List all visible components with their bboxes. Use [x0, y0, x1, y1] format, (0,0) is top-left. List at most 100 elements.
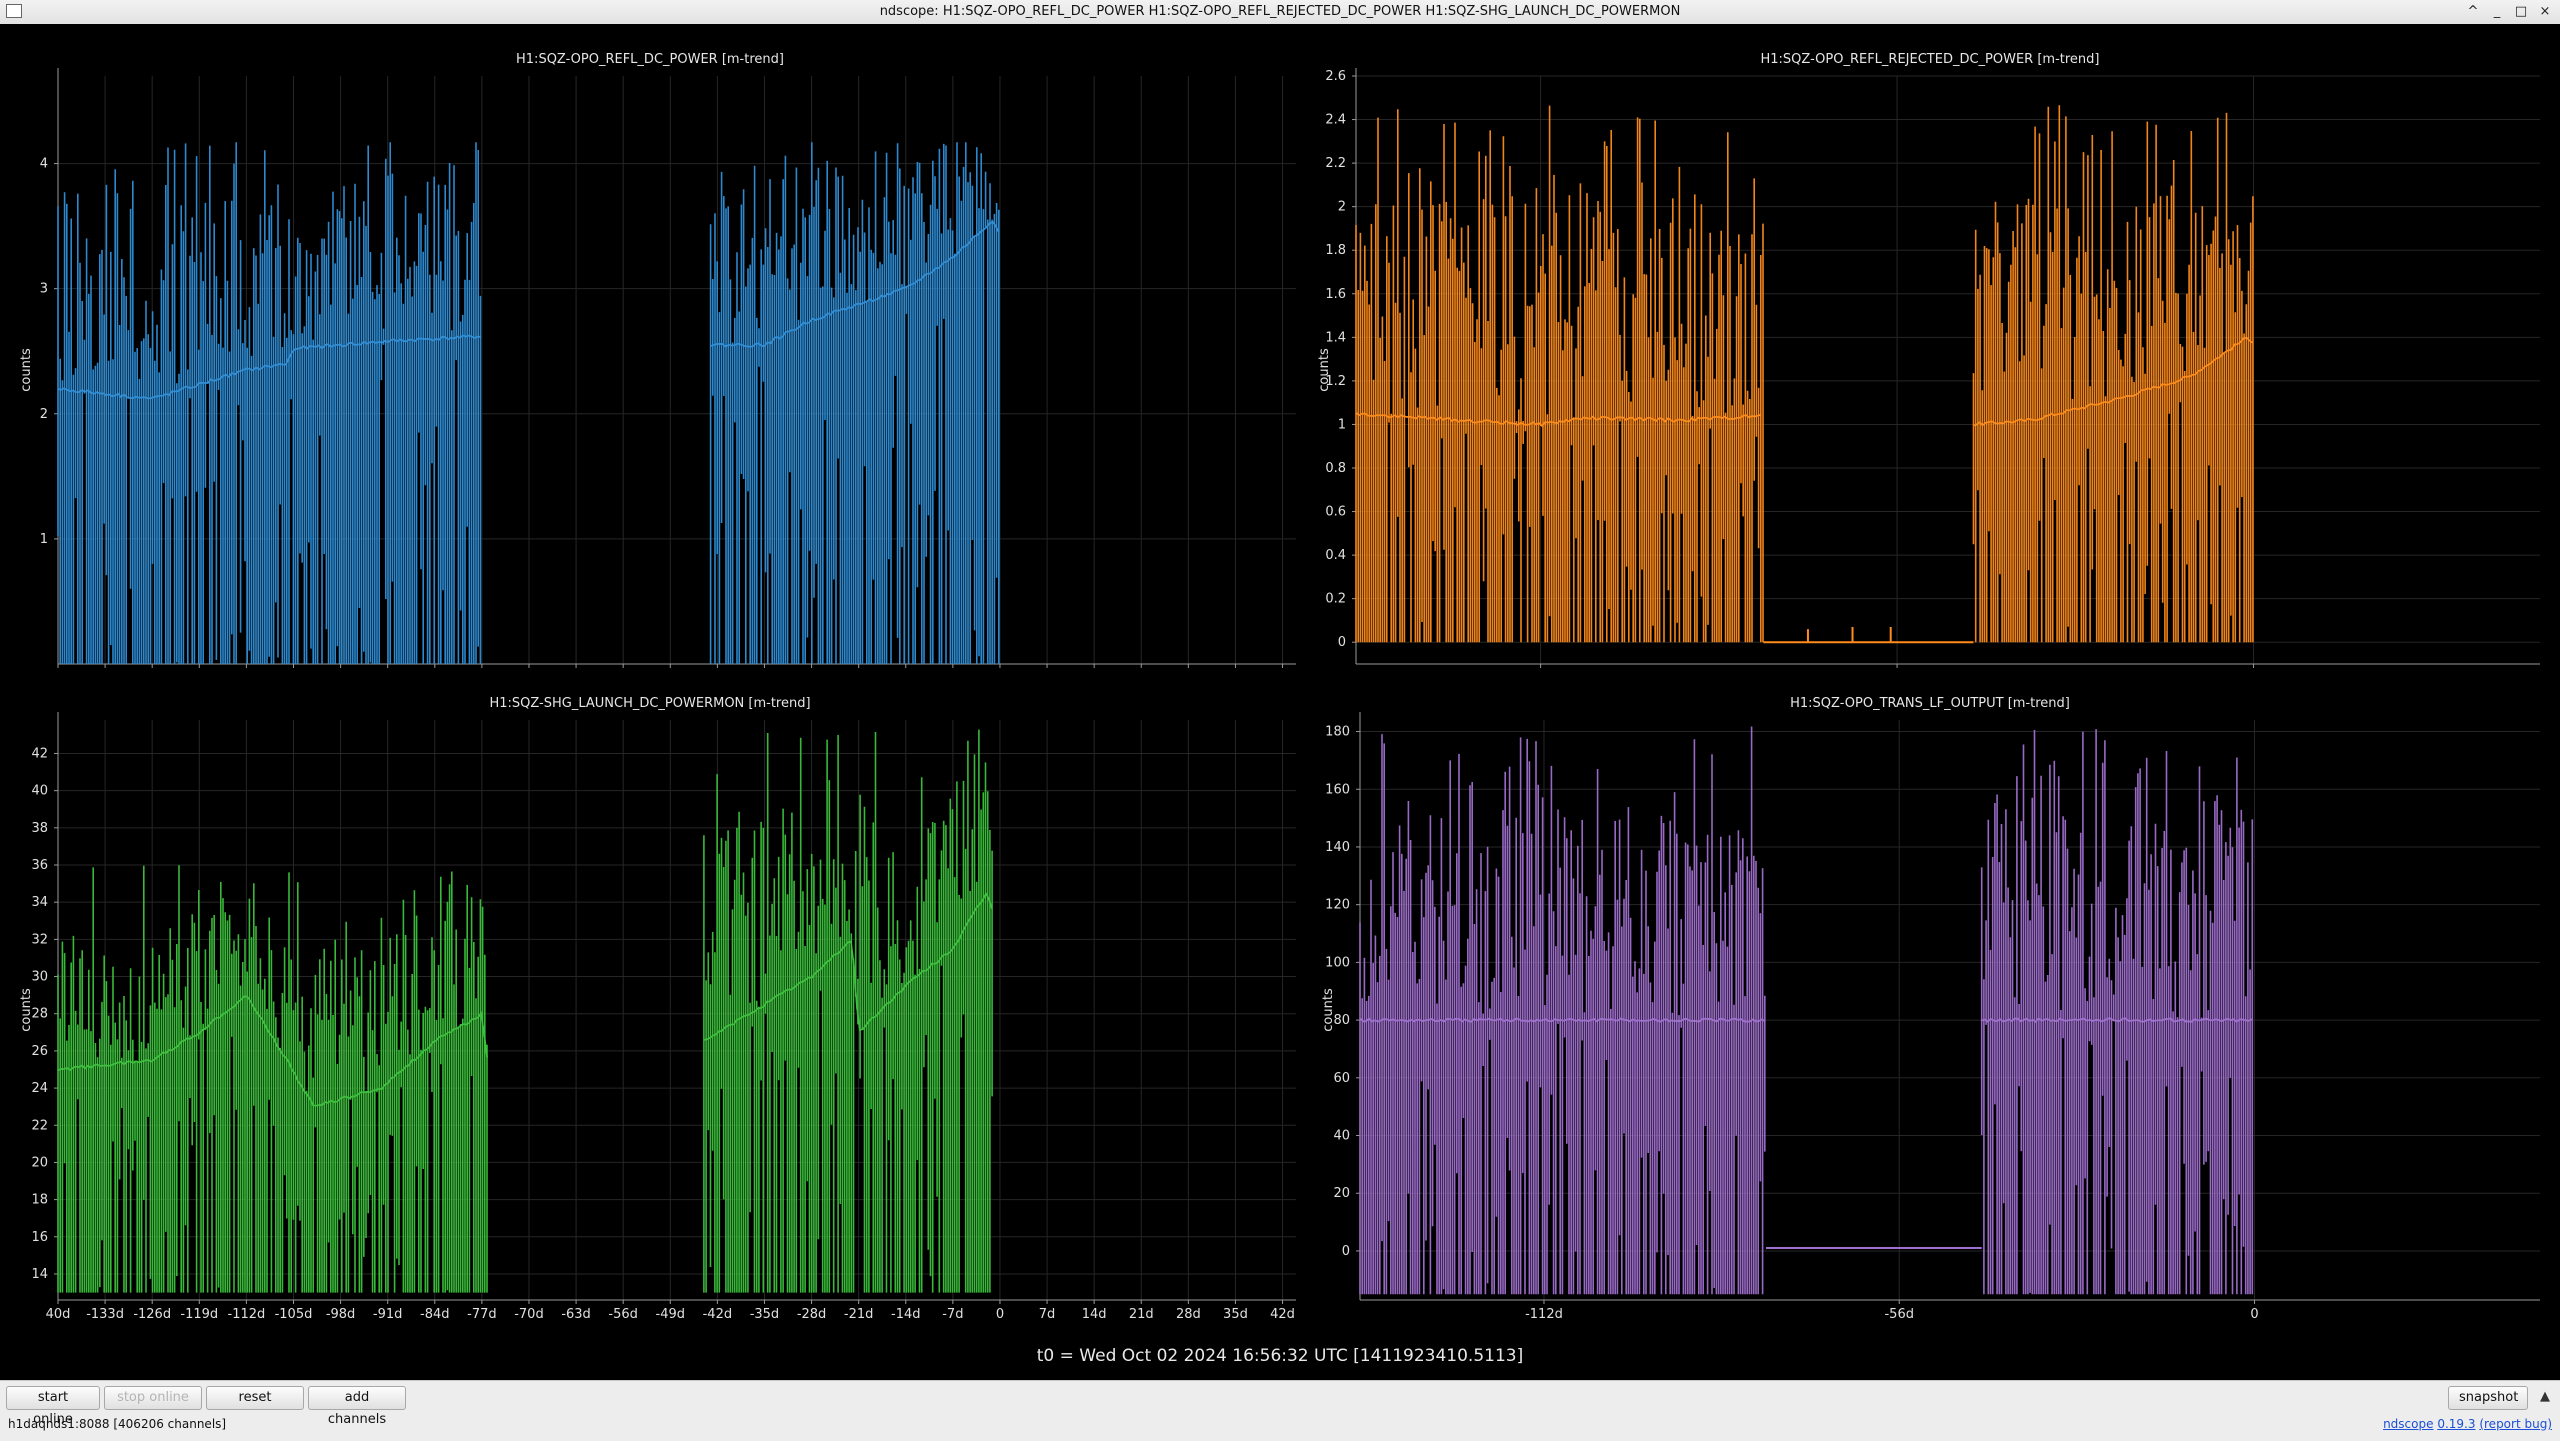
series-segment	[703, 729, 993, 1293]
plot-canvas: 0 20 40 60 80 100 120 140 160 180 -112d -56d 0 counts	[1321, 712, 2540, 1322]
series-segment	[1980, 729, 2254, 1295]
app-name-link[interactable]: ndscope	[2383, 1417, 2434, 1431]
series-segment	[57, 865, 488, 1293]
server-status: h1daqnds1:8088 [406206 channels]	[8, 1417, 226, 1431]
report-bug-link[interactable]: (report bug)	[2479, 1417, 2552, 1431]
x-tick-label: -56d	[608, 1307, 638, 1322]
x-tick-label: -70d	[514, 1307, 544, 1322]
y-tick-label: 120	[1325, 898, 1350, 913]
plot-canvas: 123440d-133d-126d-119d-112d-105d-98d-91d…	[19, 68, 1296, 668]
y-tick-label: 2.4	[1325, 113, 1346, 128]
y-tick-label: 180	[1325, 725, 1350, 740]
plot-canvas: 00.20.40.60.811.21.41.61.822.22.42.6-112…	[1317, 68, 2540, 668]
series-segment	[709, 142, 1000, 664]
x-tick-label: -105d	[275, 1307, 313, 1322]
x-tick-label: -56d	[1884, 1307, 1914, 1322]
series-segment	[1972, 105, 2254, 643]
y-tick-label: 100	[1325, 955, 1350, 970]
y-tick-label: 2	[1338, 200, 1346, 215]
y-axis-label: counts	[1321, 988, 1336, 1032]
y-tick-label: 22	[31, 1118, 48, 1133]
x-tick-label: -77d	[467, 1307, 497, 1322]
x-tick-label: 21d	[1129, 1307, 1154, 1322]
x-tick-label: -42d	[703, 1307, 733, 1322]
x-tick-label: 40d	[46, 1307, 71, 1322]
series-envelope	[1980, 729, 2254, 1295]
series-mean-line	[57, 995, 488, 1107]
x-tick-label: -133d	[86, 1307, 124, 1322]
series-mean-line	[1973, 336, 2253, 427]
add-channels-button[interactable]: add channels	[308, 1386, 406, 1427]
x-tick-label: 14d	[1082, 1307, 1107, 1322]
y-tick-label: 20	[31, 1155, 48, 1170]
y-tick-label: 30	[31, 970, 48, 985]
plot-area: 123440d-133d-126d-119d-112d-105d-98d-91d…	[0, 24, 2560, 1380]
plot-panel-shg-launch-dc-powermon[interactable]: 14 16 18 20 22 24 26 28 30 32 34 36 38 40 42 40d -133d -1…	[0, 668, 1300, 1328]
maximize-button[interactable]: □	[2514, 4, 2528, 19]
minimize-button[interactable]: _	[2493, 4, 2501, 19]
x-tick-label: 7d	[1039, 1307, 1056, 1322]
stop-online-button[interactable]: stop online	[104, 1386, 202, 1410]
plot-title: H1:SQZ-OPO_REFL_REJECTED_DC_POWER [m-tre…	[1760, 52, 2100, 67]
y-tick-label: 1	[40, 532, 48, 547]
y-tick-label: 18	[31, 1193, 48, 1208]
series-envelope	[57, 142, 482, 664]
series-mean-line	[703, 891, 993, 1041]
series-envelope	[1355, 105, 1764, 643]
version-link[interactable]: 0.19.3	[2437, 1417, 2476, 1431]
series-segment	[57, 142, 482, 664]
y-tick-label: 26	[31, 1044, 48, 1059]
y-tick-label: 0.6	[1325, 505, 1346, 520]
y-tick-label: 160	[1325, 782, 1350, 797]
plot-title: H1:SQZ-SHG_LAUNCH_DC_POWERMON [m-trend]	[489, 696, 811, 711]
channel-count: [406206 channels]	[113, 1417, 227, 1431]
x-tick-label: -126d	[133, 1307, 171, 1322]
window-controls: ^ _ □ ×	[2464, 0, 2554, 24]
y-tick-label: 140	[1325, 840, 1350, 855]
window-title: ndscope: H1:SQZ-OPO_REFL_DC_POWER H1:SQZ…	[879, 4, 1681, 19]
series-segment	[1359, 726, 1766, 1295]
y-tick-label: 38	[31, 821, 48, 836]
y-tick-label: 40	[31, 784, 48, 799]
x-tick-label: -63d	[561, 1307, 591, 1322]
x-tick-label: 28d	[1176, 1307, 1201, 1322]
plot-panel-opo-trans-lf-output[interactable]: 0 20 40 60 80 100 120 140 160 180 -112d -56d 0 counts…	[1300, 668, 2560, 1328]
close-button[interactable]: ×	[2539, 4, 2551, 19]
t0-timestamp: t0 = Wed Oct 02 2024 16:56:32 UTC [14119…	[1036, 1346, 1524, 1366]
y-axis-label: counts	[19, 348, 34, 392]
x-tick-label: -119d	[180, 1307, 218, 1322]
series-mean-line	[1359, 1017, 1766, 1023]
collapse-icon[interactable]: ▲	[2540, 1389, 2550, 1404]
y-tick-label: 2	[40, 407, 48, 422]
y-tick-label: 14	[31, 1267, 48, 1282]
series-segment	[1355, 105, 1764, 643]
reset-button[interactable]: reset	[206, 1386, 304, 1410]
y-tick-label: 1.4	[1325, 330, 1346, 345]
y-tick-label: 60	[1333, 1071, 1350, 1086]
x-tick-label: 35d	[1223, 1307, 1248, 1322]
series-mean-line	[57, 334, 482, 400]
y-tick-label: 20	[1333, 1186, 1350, 1201]
keep-above-button[interactable]: ^	[2467, 4, 2479, 19]
snapshot-button[interactable]: snapshot	[2448, 1386, 2528, 1410]
y-tick-label: 24	[31, 1081, 48, 1096]
server-address: h1daqnds1:8088	[8, 1417, 110, 1431]
series-envelope	[1359, 726, 1766, 1295]
y-tick-label: 0.8	[1325, 461, 1346, 476]
start-online-button[interactable]: start online	[6, 1386, 100, 1427]
x-tick-label: -84d	[420, 1307, 450, 1322]
y-tick-label: 28	[31, 1007, 48, 1022]
plot-canvas: 14 16 18 20 22 24 26 28 30 32 34 36 38 40 42 40d -133d -1…	[19, 712, 1296, 1322]
x-tick-label: 42d	[1270, 1307, 1295, 1322]
y-axis-label: counts	[1317, 348, 1332, 392]
plot-panel-opo-refl-dc-power[interactable]: 123440d-133d-126d-119d-112d-105d-98d-91d…	[0, 24, 1300, 668]
x-tick-label: -7d	[942, 1307, 963, 1322]
y-tick-label: 0.2	[1325, 592, 1346, 607]
plot-panel-opo-refl-rejected-dc-power[interactable]: 00.20.40.60.811.21.41.61.822.22.42.6-112…	[1300, 24, 2560, 668]
bottom-toolbar: start online stop online reset add chann…	[0, 1380, 2560, 1441]
version-info: ndscope 0.19.3 (report bug)	[2383, 1417, 2552, 1431]
x-tick-label: -49d	[656, 1307, 686, 1322]
y-tick-label: 3	[40, 282, 48, 297]
x-tick-label: 0	[996, 1307, 1004, 1322]
x-tick-label: -112d	[1525, 1307, 1563, 1322]
